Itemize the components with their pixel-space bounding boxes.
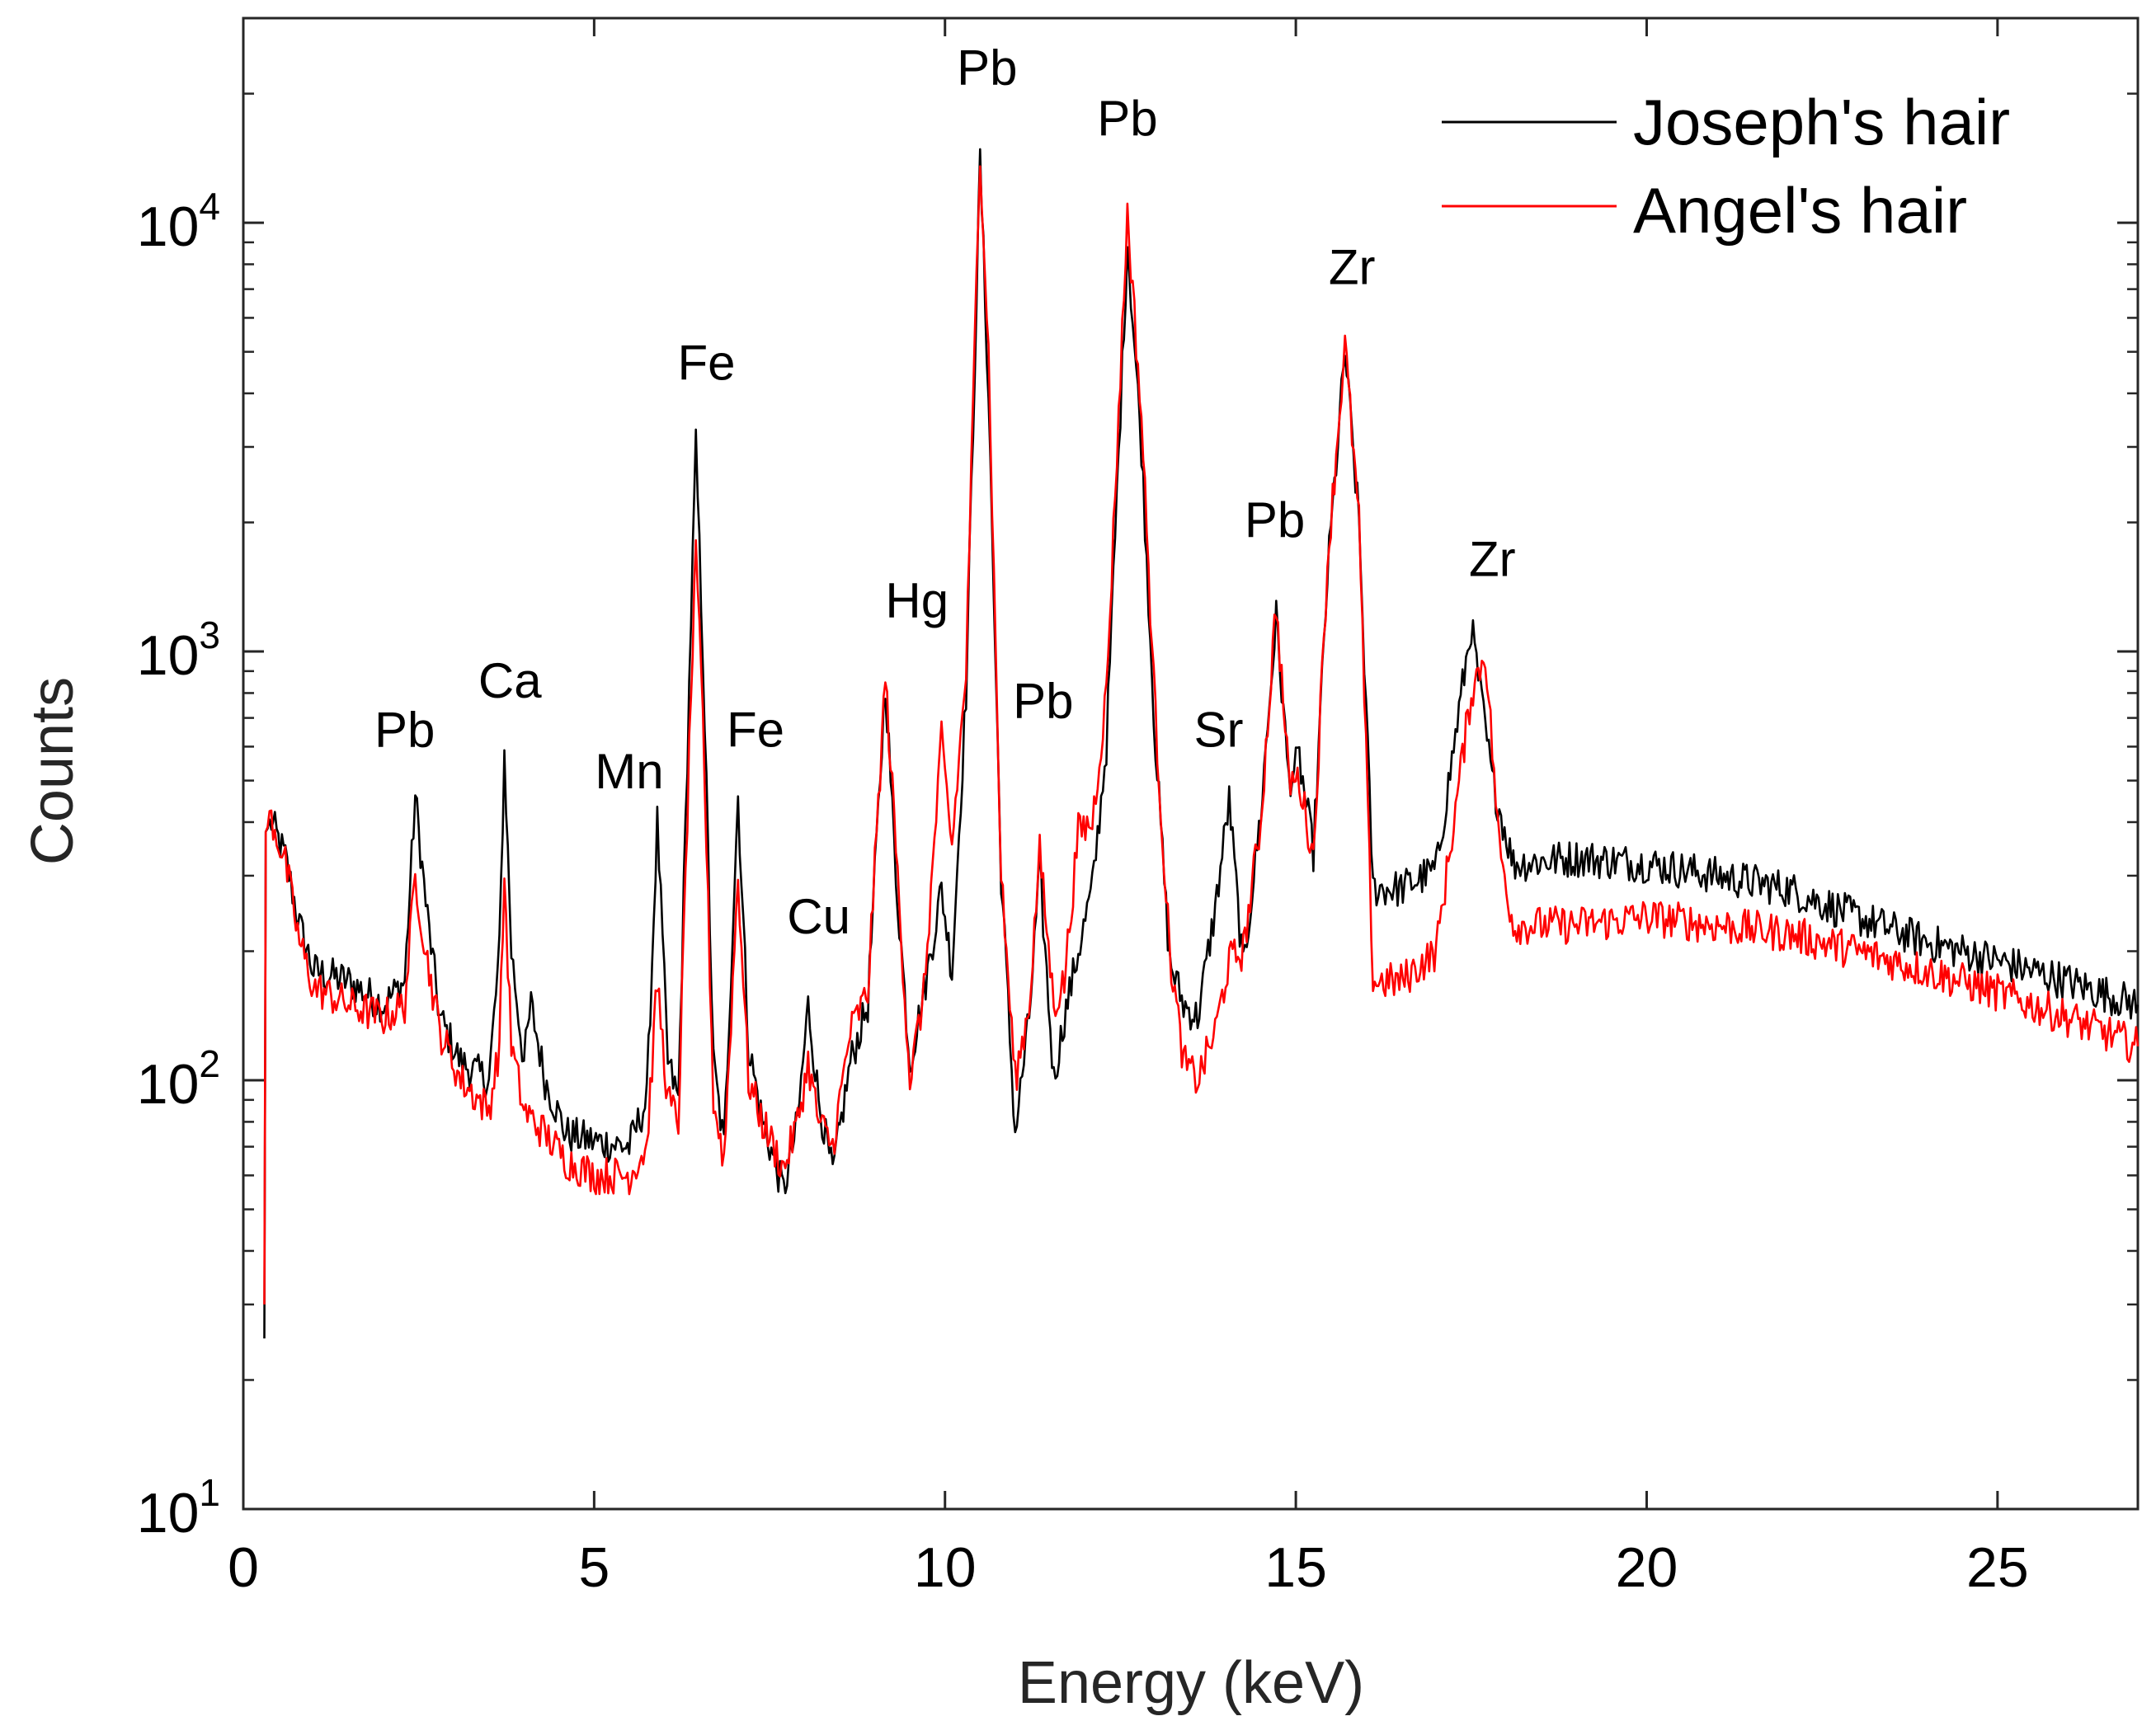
legend: Joseph's hair Angel's hair: [1442, 86, 2010, 247]
y-tick-label: 102: [137, 1042, 220, 1116]
y-tick-label: 103: [137, 614, 220, 687]
peak-label-hg: Hg: [885, 573, 949, 628]
x-tick-label: 15: [1264, 1536, 1327, 1599]
peak-label-zr: Zr: [1469, 531, 1516, 586]
peak-label-mn: Mn: [595, 744, 663, 799]
x-axis-title: Energy (keV): [1018, 1650, 1364, 1716]
peak-label-cu: Cu: [787, 889, 850, 944]
x-tick-label: 10: [914, 1536, 977, 1599]
peak-label-pb: Pb: [957, 40, 1017, 96]
x-tick-label: 5: [578, 1536, 610, 1599]
legend-label-angels-hair: Angel's hair: [1633, 174, 1967, 247]
x-tick-label: 20: [1616, 1536, 1678, 1599]
plot-frame: [242, 16, 2140, 1511]
series-line-angels-hair: [263, 165, 2140, 1305]
peak-label-pb: Pb: [1097, 91, 1157, 146]
peak-annotations: Pb Ca Mn Fe Fe Cu Hg Pb Pb Pb Sr Pb Zr Zr: [374, 40, 1516, 944]
plot-area: [242, 16, 2140, 1511]
peak-label-pb: Pb: [1245, 492, 1305, 548]
peak-label-zr: Zr: [1329, 239, 1376, 294]
y-tick-label: 104: [137, 185, 220, 258]
y-axis-title: Counts: [20, 677, 86, 865]
x-tick-label: 0: [228, 1536, 259, 1599]
peak-label-fe: Fe: [677, 336, 735, 391]
peak-label-fe: Fe: [727, 702, 784, 757]
peak-label-pb: Pb: [374, 702, 435, 757]
peak-label-ca: Ca: [478, 653, 542, 708]
x-tick-label: 25: [1966, 1536, 2029, 1599]
series-layer: [263, 148, 2140, 1339]
axes: 0 5 10 15 20 25 101 102 103 104: [137, 16, 2138, 1599]
peak-label-pb: Pb: [1013, 674, 1073, 729]
series-line-josephs-hair: [263, 148, 2140, 1339]
legend-label-josephs-hair: Joseph's hair: [1633, 86, 2010, 158]
peak-label-sr: Sr: [1194, 702, 1244, 757]
y-tick-label: 101: [137, 1471, 220, 1545]
